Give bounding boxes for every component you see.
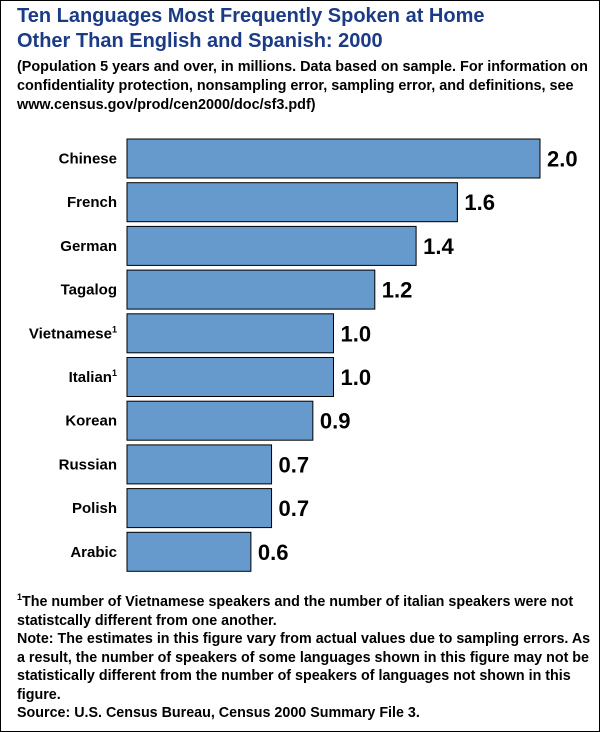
chart-title-line1: Ten Languages Most Frequently Spoken at … (17, 5, 485, 27)
category-label-german: German (60, 238, 117, 255)
category-label-arabic: Arabic (70, 544, 117, 561)
bar-german (126, 225, 417, 266)
source-note: Source: U.S. Census Bureau, Census 2000 … (17, 705, 420, 721)
value-label-french: 1.6 (464, 190, 495, 215)
bar-chart: Chinese 2.0 French 1.6 German 1.4 Tagalog 1.2 Vi… (29, 138, 578, 572)
bar-tagalog (126, 269, 376, 310)
category-footnote-mark: 1 (112, 368, 117, 378)
chart-title-line2: Other Than English and Spanish: 2000 (17, 30, 383, 52)
value-label-tagalog: 1.2 (382, 278, 413, 303)
category-label-italian: Italian1 (69, 368, 117, 386)
bar-italian (126, 357, 334, 397)
category-footnote-mark: 1 (112, 324, 117, 334)
bar-arabic (126, 531, 252, 572)
value-label-arabic: 0.6 (258, 540, 289, 565)
bar-chinese (126, 138, 541, 179)
category-label-french: French (67, 194, 117, 211)
footnote-vietnamese-italian: 1The number of Vietnamese speakers and t… (17, 593, 592, 630)
estimate-note: Note: The estimates in this figure vary … (17, 631, 591, 703)
value-label-german: 1.4 (423, 234, 454, 259)
category-label-vietnamese: Vietnamese1 (29, 324, 117, 342)
chart-title: Ten Languages Most Frequently Spoken at … (17, 4, 587, 54)
value-label-korean: 0.9 (320, 409, 351, 434)
category-label-tagalog: Tagalog (61, 282, 117, 299)
category-label-russian: Russian (59, 456, 117, 473)
bar-vietnamese (126, 313, 334, 354)
bar-polish (126, 488, 273, 529)
chart-subtitle: (Population 5 years and over, in million… (17, 59, 588, 113)
bar-korean (126, 400, 314, 441)
category-label-korean: Korean (65, 413, 117, 430)
footnote-mark: 1 (17, 592, 23, 603)
value-label-russian: 0.7 (279, 452, 310, 477)
footnote-text: The number of Vietnamese speakers and th… (17, 594, 574, 629)
bar-french (126, 182, 458, 223)
footnotes: 1The number of Vietnamese speakers and t… (17, 593, 592, 723)
value-label-chinese: 2.0 (547, 147, 578, 172)
value-label-italian: 1.0 (341, 365, 372, 390)
value-label-vietnamese: 1.0 (341, 321, 372, 346)
bar-russian (126, 444, 273, 485)
value-label-polish: 0.7 (279, 496, 310, 521)
category-label-polish: Polish (72, 500, 117, 517)
category-label-chinese: Chinese (59, 151, 117, 168)
